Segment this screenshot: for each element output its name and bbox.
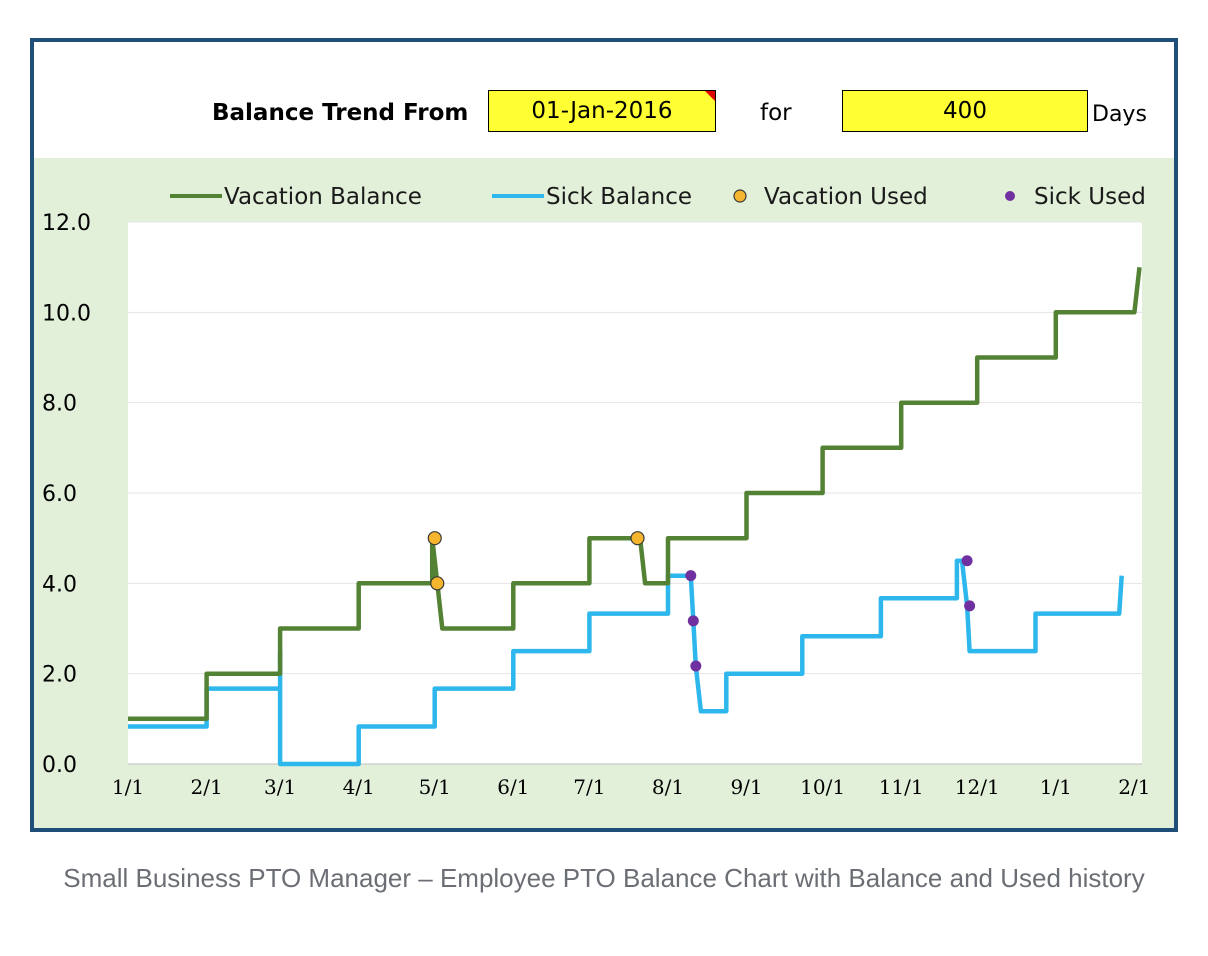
comment-indicator-icon: [705, 91, 715, 101]
sick-used-marker: [690, 660, 702, 672]
chart-frame: Balance Trend From 01-Jan-2016 for 400 D…: [30, 38, 1178, 832]
y-tick-label: 12.0: [42, 211, 91, 236]
x-tick-label: 12/1: [955, 775, 1000, 799]
sick-balance-legend-label: Sick Balance: [546, 184, 692, 210]
y-tick-label: 4.0: [42, 572, 77, 597]
days-value: 400: [943, 98, 987, 124]
sick-used-legend-swatch: [1005, 191, 1015, 201]
x-tick-label: 4/1: [343, 775, 375, 799]
x-tick-label: 2/1: [1118, 775, 1150, 799]
vacation-used-marker: [430, 576, 445, 591]
chart-legend: Vacation Balance Sick Balance Vacation Use…: [170, 184, 1146, 210]
x-tick-label: 10/1: [800, 775, 845, 799]
y-tick-label: 2.0: [42, 663, 77, 688]
y-tick-label: 0.0: [42, 753, 77, 778]
sick-used-marker: [687, 615, 699, 627]
for-label: for: [760, 100, 792, 126]
vacation-used-legend-label: Vacation Used: [764, 184, 928, 210]
vacation-balance-legend-label: Vacation Balance: [224, 184, 422, 210]
y-tick-label: 8.0: [42, 392, 77, 417]
sick-used-marker: [964, 600, 976, 612]
sick-used-marker: [685, 570, 697, 582]
x-tick-label: 11/1: [879, 775, 924, 799]
start-date-input[interactable]: 01-Jan-2016: [488, 90, 716, 132]
vacation-used-marker: [630, 531, 645, 546]
start-date-value: 01-Jan-2016: [531, 98, 673, 124]
x-tick-label: 9/1: [730, 775, 762, 799]
x-tick-label: 1/1: [112, 775, 144, 799]
x-tick-label: 2/1: [190, 775, 222, 799]
chart-area: 0.0 2.0 4.0 6.0 8.0 10.0 12.0 1/1 2/1 3/1 4/1 5/1 6/…: [34, 158, 1174, 828]
figure-caption: Small Business PTO Manager – Employee PT…: [63, 863, 1145, 893]
chart-header: Balance Trend From 01-Jan-2016 for 400 D…: [34, 42, 1174, 158]
x-tick-label: 1/1: [1040, 775, 1072, 799]
vacation-used-legend-swatch: [733, 189, 747, 203]
x-tick-label: 6/1: [497, 775, 529, 799]
vacation-used-marker: [427, 531, 442, 546]
y-tick-label: 6.0: [42, 482, 77, 507]
x-tick-label: 8/1: [652, 775, 684, 799]
pto-balance-chart: 0.0 2.0 4.0 6.0 8.0 10.0 12.0 1/1 2/1 3/1 4/1 5/1 6/…: [42, 184, 1150, 799]
x-tick-label: 3/1: [264, 775, 296, 799]
balance-trend-label: Balance Trend From: [212, 100, 469, 126]
y-tick-label: 10.0: [42, 301, 91, 326]
x-tick-label: 5/1: [419, 775, 451, 799]
x-tick-label: 7/1: [573, 775, 605, 799]
days-input[interactable]: 400: [842, 90, 1088, 132]
sick-used-marker: [961, 555, 973, 567]
days-label: Days: [1092, 102, 1147, 127]
sick-used-legend-label: Sick Used: [1034, 184, 1146, 210]
